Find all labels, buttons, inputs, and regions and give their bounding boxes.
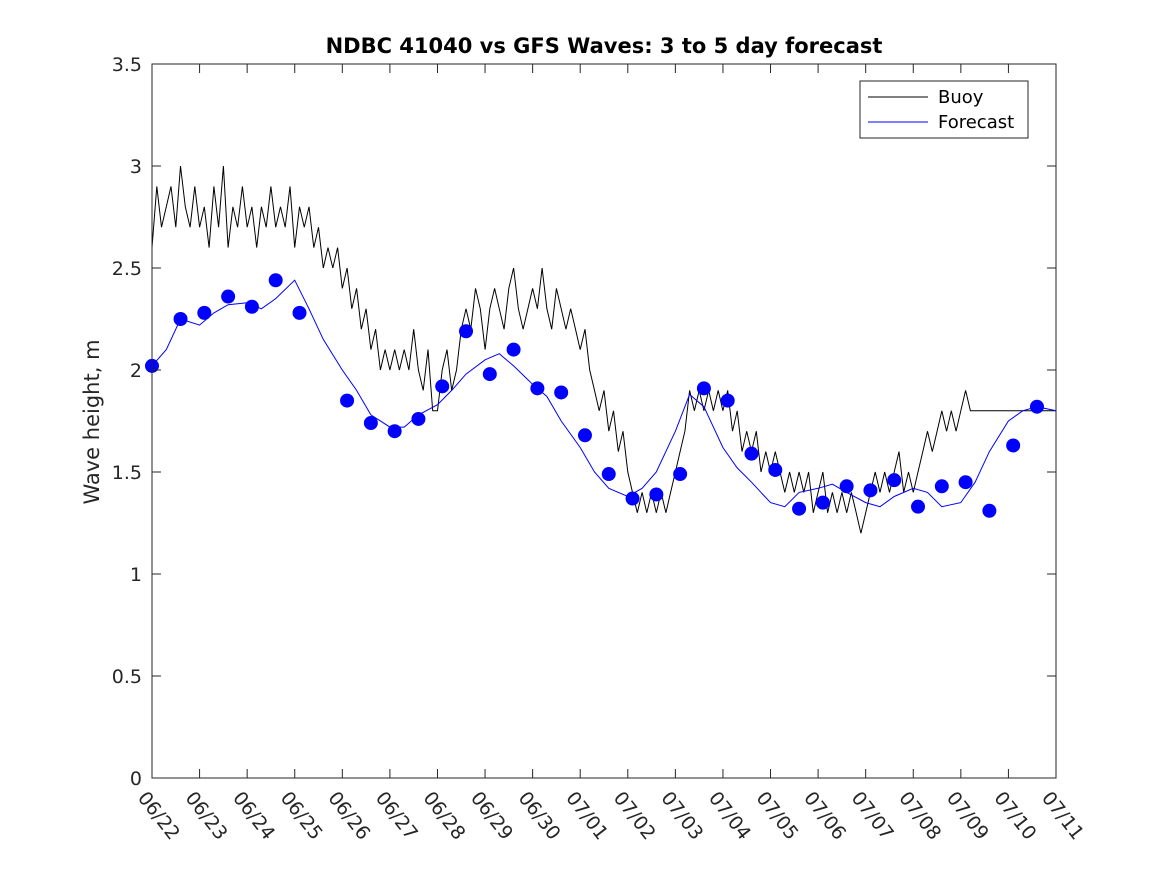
y-tick-label: 3.5 bbox=[112, 54, 142, 76]
x-tick-label: 07/04 bbox=[704, 788, 755, 845]
forecast-marker bbox=[482, 367, 497, 382]
y-tick-label: 0 bbox=[130, 768, 142, 790]
forecast-marker bbox=[911, 499, 926, 514]
x-tick-label: 07/06 bbox=[799, 788, 850, 845]
forecast-marker bbox=[863, 483, 878, 498]
forecast-marker bbox=[554, 385, 569, 400]
forecast-marker bbox=[601, 467, 616, 482]
forecast-marker bbox=[221, 289, 236, 304]
x-tick-label: 06/25 bbox=[276, 788, 327, 845]
legend-forecast-label: Forecast bbox=[938, 112, 1014, 133]
forecast-marker bbox=[625, 491, 640, 506]
forecast-marker bbox=[173, 312, 188, 326]
x-tick-label: 07/07 bbox=[847, 788, 898, 845]
forecast-marker bbox=[744, 446, 759, 461]
forecast-marker bbox=[768, 462, 783, 477]
forecast-marker bbox=[934, 479, 949, 494]
forecast-marker bbox=[459, 324, 474, 339]
y-axis-label: Wave height, m bbox=[80, 339, 104, 504]
x-tick-label: 07/08 bbox=[894, 788, 945, 845]
forecast-marker bbox=[530, 381, 545, 396]
y-tick-label: 1.5 bbox=[112, 462, 142, 484]
forecast-marker bbox=[387, 424, 402, 439]
legend-buoy-label: Buoy bbox=[938, 87, 984, 108]
x-tick-label: 07/10 bbox=[989, 788, 1040, 845]
x-tick-label: 07/03 bbox=[656, 788, 707, 845]
forecast-marker bbox=[197, 305, 212, 320]
plot-background bbox=[152, 64, 1056, 778]
forecast-marker bbox=[958, 475, 973, 490]
x-tick-label: 06/27 bbox=[371, 788, 422, 845]
chart-title: NDBC 41040 vs GFS Waves: 3 to 5 day fore… bbox=[326, 34, 883, 58]
y-tick-label: 2.5 bbox=[112, 258, 142, 280]
y-tick-label: 3 bbox=[130, 156, 142, 178]
buoy-series bbox=[151, 165, 1056, 534]
x-tick-label: 07/02 bbox=[609, 788, 660, 845]
y-tick-label: 2 bbox=[130, 360, 142, 382]
plot-area bbox=[145, 63, 1057, 779]
forecast-marker bbox=[673, 467, 688, 482]
x-tick-label: 07/11 bbox=[1037, 788, 1088, 845]
forecast-marker bbox=[577, 428, 592, 443]
x-tick-label: 06/28 bbox=[419, 788, 470, 845]
forecast-marker bbox=[435, 379, 450, 394]
forecast-marker bbox=[887, 473, 902, 488]
forecast-marker bbox=[244, 299, 259, 314]
y-tick-label: 1 bbox=[130, 564, 142, 586]
x-tick-label: 07/09 bbox=[942, 788, 993, 845]
forecast-marker bbox=[1006, 438, 1021, 453]
x-tick-label: 06/30 bbox=[514, 788, 565, 845]
forecast-marker bbox=[982, 503, 997, 518]
legend-box bbox=[859, 80, 1029, 139]
x-tick-label: 07/01 bbox=[561, 788, 612, 845]
forecast-marker bbox=[839, 479, 854, 494]
x-tick-label: 06/26 bbox=[323, 788, 374, 845]
x-tick-label: 06/22 bbox=[133, 788, 184, 845]
x-tick-label: 06/23 bbox=[181, 788, 232, 845]
forecast-marker bbox=[649, 487, 664, 502]
axes-frame bbox=[151, 63, 1057, 779]
x-tick-label: 06/29 bbox=[466, 788, 517, 845]
x-tick-label: 06/24 bbox=[228, 788, 279, 845]
x-tick-label: 07/05 bbox=[752, 788, 803, 845]
forecast-marker bbox=[720, 393, 735, 408]
forecast-marker bbox=[506, 342, 521, 357]
legend: Buoy Forecast bbox=[859, 80, 1029, 139]
forecast-marker bbox=[292, 305, 307, 320]
forecast-marker bbox=[696, 381, 711, 396]
buoy-line bbox=[151, 165, 1056, 534]
forecast-marker bbox=[411, 411, 426, 426]
forecast-series bbox=[151, 279, 1057, 508]
forecast-marker bbox=[363, 416, 378, 431]
forecast-marker bbox=[1029, 399, 1044, 414]
y-tick-label: 0.5 bbox=[112, 666, 142, 688]
forecast-markers bbox=[145, 273, 1044, 518]
forecast-marker bbox=[792, 501, 807, 516]
forecast-marker bbox=[815, 495, 830, 510]
forecast-marker bbox=[340, 393, 355, 408]
forecast-marker bbox=[268, 273, 283, 288]
forecast-line bbox=[151, 279, 1057, 508]
y-axis: 0 0.5 1 1.5 2 2.5 3 3.5 bbox=[112, 54, 1056, 790]
